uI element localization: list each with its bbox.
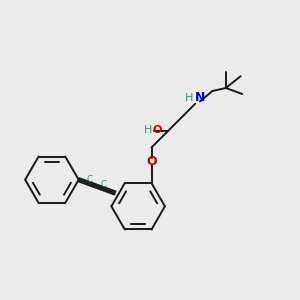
Text: O: O bbox=[152, 124, 162, 135]
Text: C: C bbox=[86, 175, 93, 184]
Text: C: C bbox=[101, 180, 107, 189]
Text: N: N bbox=[195, 91, 205, 104]
Text: H: H bbox=[144, 124, 152, 135]
Text: H: H bbox=[185, 93, 194, 103]
Text: O: O bbox=[146, 155, 157, 168]
